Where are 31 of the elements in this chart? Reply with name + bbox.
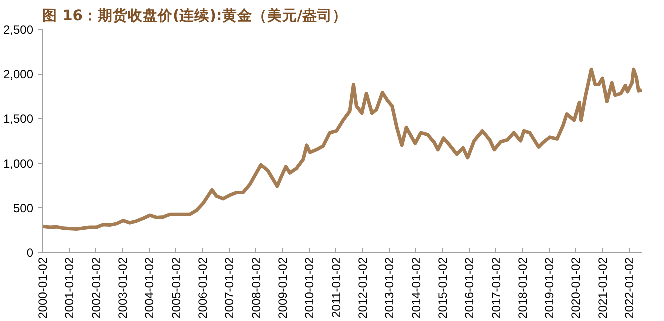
chart-title: 图 16：期货收盘价(连续):黄金（美元/盎司） bbox=[42, 6, 348, 24]
x-tick-label: 2011-01-02 bbox=[329, 257, 344, 318]
y-tick-label: 0 bbox=[26, 246, 34, 260]
x-tick-label: 2007-01-02 bbox=[222, 257, 237, 319]
x-tick-label: 2009-01-02 bbox=[276, 257, 290, 319]
y-tick-label: 500 bbox=[13, 201, 34, 216]
x-tick-label: 2020-01-02 bbox=[569, 257, 584, 319]
x-tick-label: 2014-01-02 bbox=[409, 257, 424, 319]
y-tick-label: 1,000 bbox=[3, 156, 34, 171]
x-tick-label: 2005-01-02 bbox=[169, 257, 184, 319]
x-tick-label: 2008-01-02 bbox=[249, 257, 264, 319]
y-tick-label: 1,500 bbox=[3, 112, 34, 126]
x-tick-label: 2017-01-02 bbox=[489, 257, 504, 319]
x-tick-label: 2019-01-02 bbox=[542, 257, 557, 319]
x-tick-label: 2004-01-02 bbox=[142, 257, 157, 319]
x-tick-label: 2000-01-02 bbox=[36, 257, 50, 319]
x-tick-label: 2018-01-02 bbox=[516, 257, 530, 319]
y-tick-label: 2,500 bbox=[3, 23, 34, 37]
x-tick-label: 2012-01-02 bbox=[356, 257, 370, 319]
x-tick-label: 2022-01-02 bbox=[622, 257, 637, 319]
x-tick-label: 2013-01-02 bbox=[382, 257, 397, 319]
x-tick-label: 2010-01-02 bbox=[302, 257, 317, 319]
x-tick-label: 2015-01-02 bbox=[436, 257, 450, 319]
x-tick-label: 2021-01-02 bbox=[596, 257, 610, 319]
x-tick-label: 2002-01-02 bbox=[89, 257, 104, 319]
x-tick-label: 2001-01-02 bbox=[62, 257, 77, 319]
line-series bbox=[42, 68, 642, 232]
y-tick-label: 2,000 bbox=[3, 68, 34, 82]
x-tick-label: 2003-01-02 bbox=[116, 257, 130, 319]
x-tick-label: 2016-01-02 bbox=[462, 257, 477, 319]
x-tick-label: 2006-01-02 bbox=[196, 257, 210, 319]
